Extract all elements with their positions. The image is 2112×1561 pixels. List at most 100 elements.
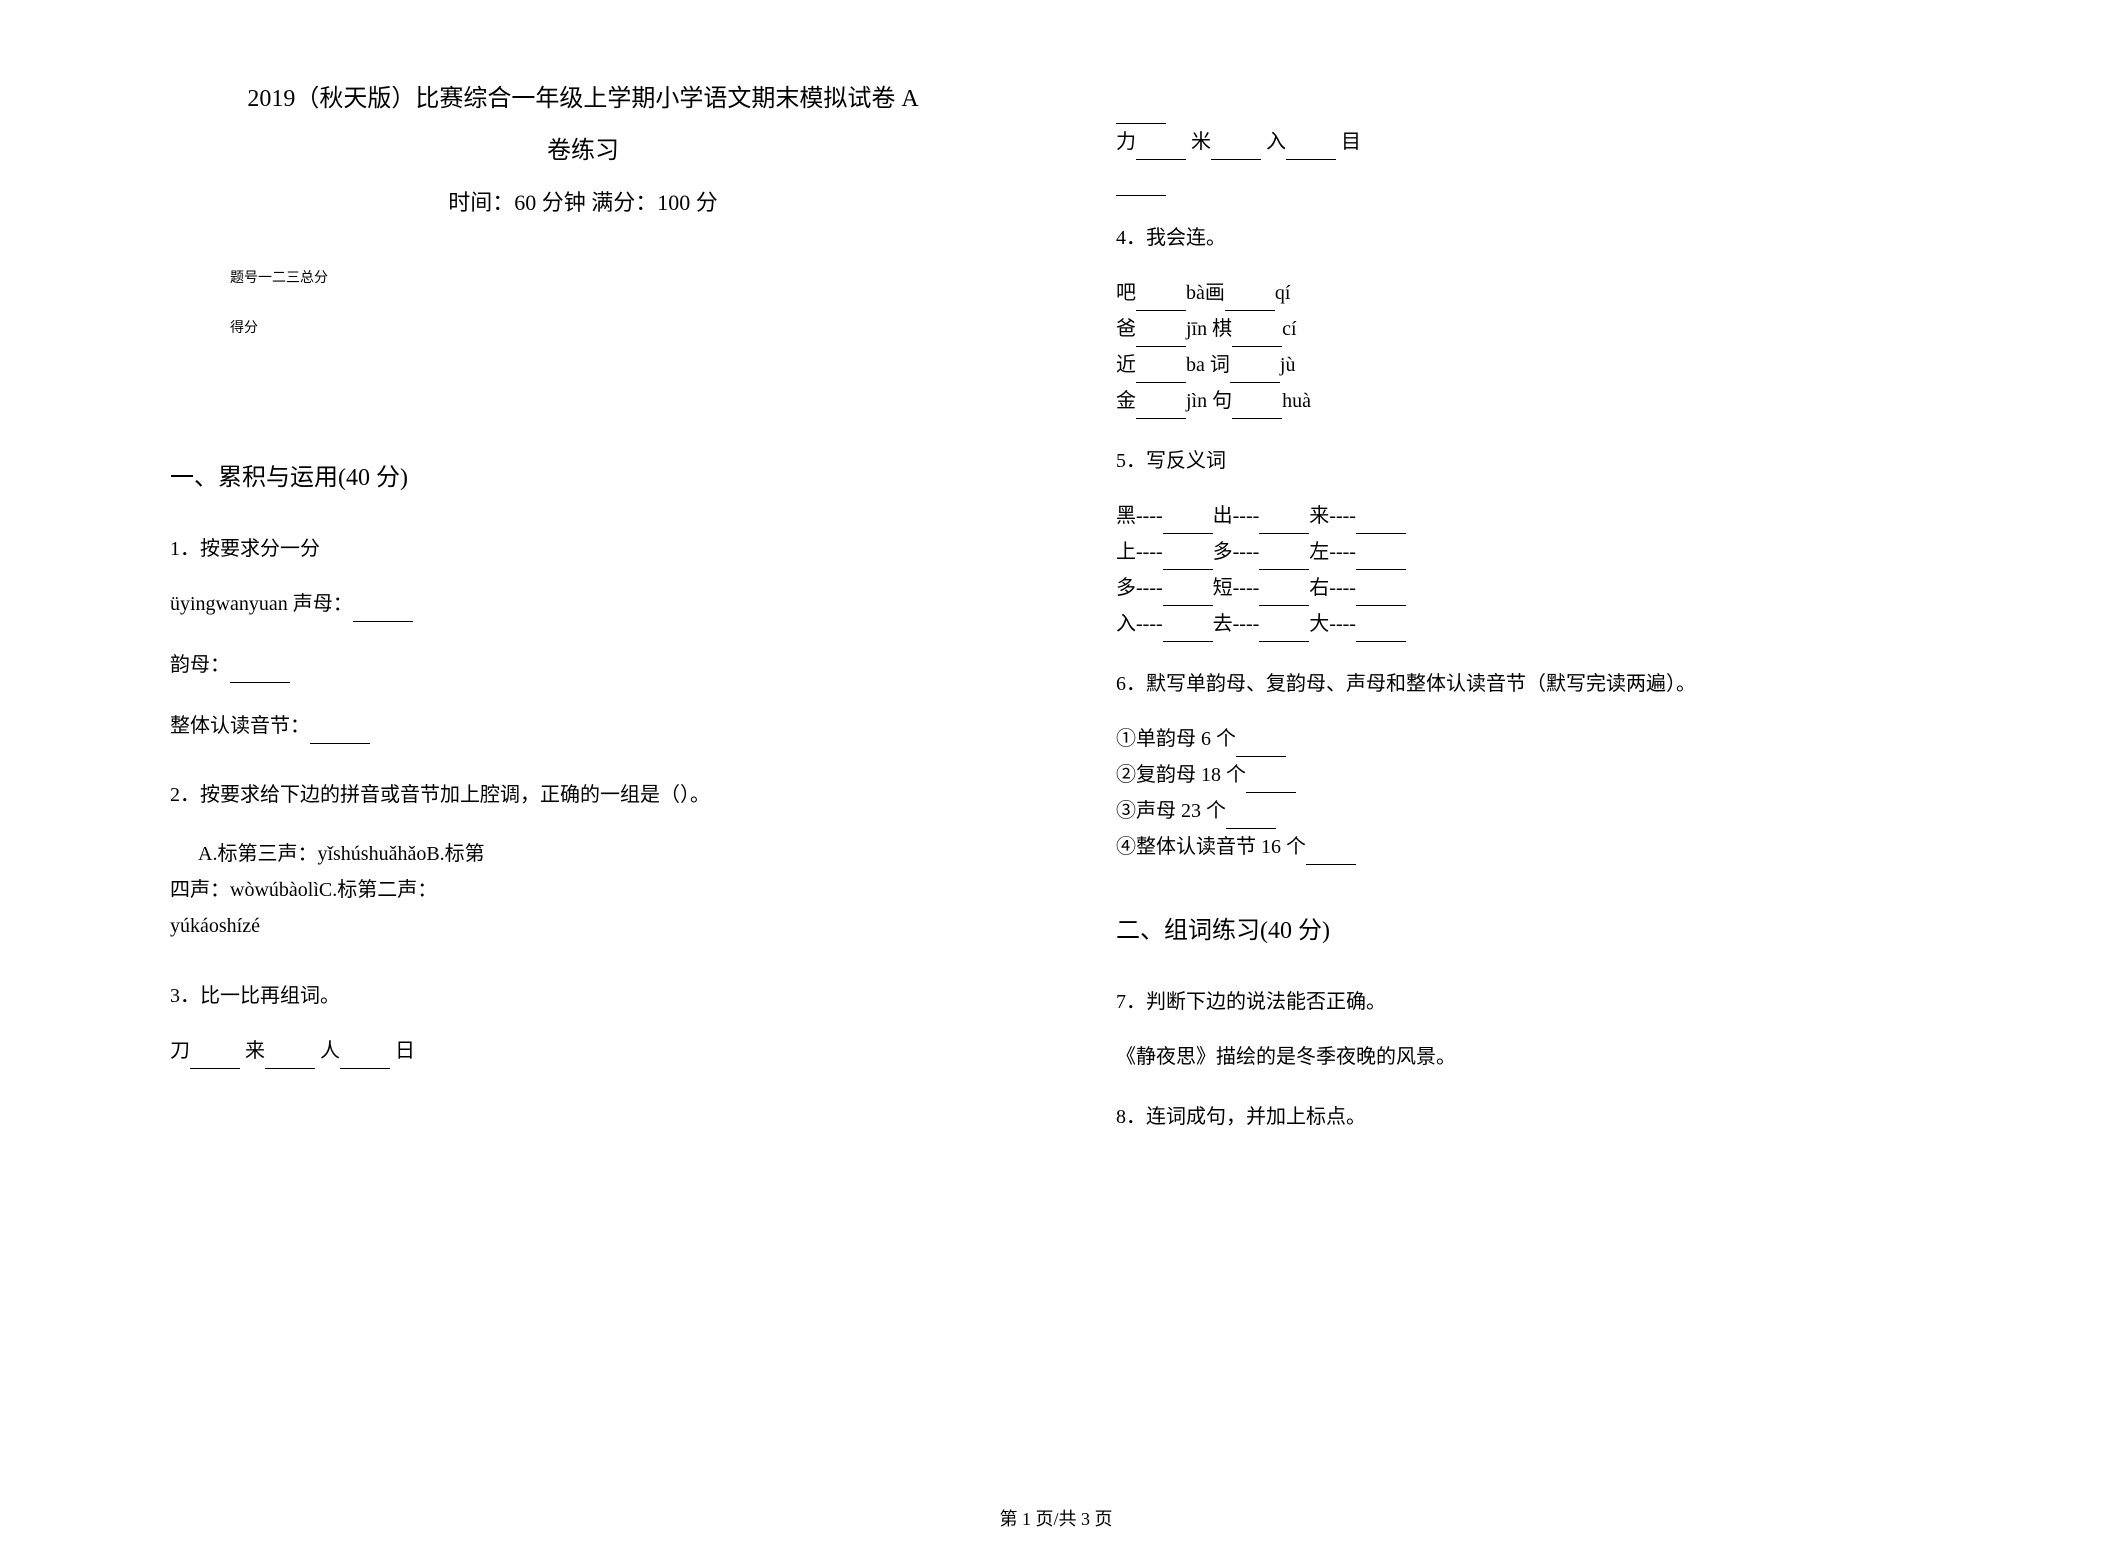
q5-row: 上---- 多---- 左---- xyxy=(1116,534,1942,570)
blank-field[interactable] xyxy=(1136,363,1186,383)
blank-field[interactable] xyxy=(1163,622,1213,642)
q1-shengmu-label: üyingwanyuan 声母： xyxy=(170,593,353,615)
left-column: 2019（秋天版）比赛综合一年级上学期小学语文期末模拟试卷 A 卷练习 时间：6… xyxy=(170,80,996,1154)
blank-field[interactable] xyxy=(1246,773,1296,793)
q4-row: 爸 jīn 棋 cí xyxy=(1116,311,1942,347)
blank-field[interactable] xyxy=(1356,622,1406,642)
q5-cell: 多---- xyxy=(1116,577,1163,599)
blank-field[interactable] xyxy=(1163,550,1213,570)
blank-field[interactable] xyxy=(1211,140,1261,160)
blank-field[interactable] xyxy=(1230,363,1280,383)
blank-field[interactable] xyxy=(340,1049,390,1069)
q3-char: 来 xyxy=(245,1040,265,1062)
blank-field[interactable] xyxy=(1356,586,1406,606)
q6-text: ①单韵母 6 个 xyxy=(1116,728,1236,750)
q6-item: ②复韵母 18 个 xyxy=(1116,757,1942,793)
blank-field[interactable] xyxy=(1286,140,1336,160)
blank-field[interactable] xyxy=(1136,327,1186,347)
score-label: 得分 xyxy=(230,317,996,337)
q5-cell: 入---- xyxy=(1116,613,1163,635)
blank-field[interactable] xyxy=(1236,737,1286,757)
q4-cell: ba 词 xyxy=(1186,354,1230,376)
q4-cell: jīn 棋 xyxy=(1186,318,1232,340)
q1-number: 1．按要求分一分 xyxy=(170,532,996,561)
q4-cell: 金 xyxy=(1116,390,1136,412)
q1-zhengti-label: 整体认读音节： xyxy=(170,715,310,737)
blank-field[interactable] xyxy=(1306,845,1356,865)
blank-field[interactable] xyxy=(310,724,370,744)
q3-row1: 刀 来 人 日 xyxy=(170,1033,996,1069)
q3-row1-cont xyxy=(1116,88,1942,124)
exam-title-line1: 2019（秋天版）比赛综合一年级上学期小学语文期末模拟试卷 A xyxy=(170,80,996,118)
q3-char: 力 xyxy=(1116,131,1136,153)
q4-number: 4．我会连。 xyxy=(1116,221,1942,250)
q5-cell: 短---- xyxy=(1213,577,1260,599)
blank-field[interactable] xyxy=(230,663,290,683)
q5-row: 入---- 去---- 大---- xyxy=(1116,606,1942,642)
blank-field[interactable] xyxy=(1232,399,1282,419)
time-score-info: 时间：60 分钟 满分：100 分 xyxy=(170,185,996,217)
q4-cell: 爸 xyxy=(1116,318,1136,340)
q4-cell: 吧 xyxy=(1116,282,1136,304)
blank-field[interactable] xyxy=(1356,550,1406,570)
blank-field[interactable] xyxy=(265,1049,315,1069)
score-table-header: 题号一二三总分 xyxy=(230,267,996,287)
q3-row2: 力 米 入 目 xyxy=(1116,124,1942,160)
q2-options: A.标第三声：yǐshúshuǎhǎoB.标第 四声：wòwúbàolìC.标第… xyxy=(198,836,996,944)
blank-field[interactable] xyxy=(1259,622,1309,642)
blank-field[interactable] xyxy=(1226,809,1276,829)
q6-item: ④整体认读音节 16 个 xyxy=(1116,829,1942,865)
blank-field[interactable] xyxy=(1116,176,1166,196)
q1-line3: 整体认读音节： xyxy=(170,708,996,744)
blank-field[interactable] xyxy=(1232,327,1282,347)
q4-row: 近ba 词jù xyxy=(1116,347,1942,383)
blank-field[interactable] xyxy=(1259,550,1309,570)
q5-cell: 左---- xyxy=(1309,541,1356,563)
blank-field[interactable] xyxy=(353,602,413,622)
right-column: 力 米 入 目 4．我会连。 吧bà画qí 爸jīn 棋cí 近ba 词jù 金… xyxy=(1116,88,1942,1154)
q1-line1: üyingwanyuan 声母： xyxy=(170,586,996,622)
q3-char: 刀 xyxy=(170,1040,190,1062)
blank-field[interactable] xyxy=(1259,514,1309,534)
blank-field[interactable] xyxy=(190,1049,240,1069)
blank-field[interactable] xyxy=(1116,104,1166,124)
q4-cell: jù xyxy=(1280,354,1296,376)
q3-number: 3．比一比再组词。 xyxy=(170,979,996,1008)
q5-cell: 多---- xyxy=(1213,541,1260,563)
q3-char: 人 xyxy=(320,1040,340,1062)
blank-field[interactable] xyxy=(1163,514,1213,534)
q3-char: 米 xyxy=(1191,131,1211,153)
q5-cell: 出---- xyxy=(1213,505,1260,527)
q3-char: 目 xyxy=(1341,131,1361,153)
blank-field[interactable] xyxy=(1136,291,1186,311)
blank-field[interactable] xyxy=(1356,514,1406,534)
q2-number: 2．按要求给下边的拼音或音节加上腔调，正确的一组是（）。 xyxy=(170,779,996,811)
q1-yunmu-label: 韵母： xyxy=(170,654,230,676)
q7-number: 7．判断下边的说法能否正确。 xyxy=(1116,985,1942,1014)
q1-line2: 韵母： xyxy=(170,647,996,683)
section2-title: 二、组词练习(40 分) xyxy=(1116,910,1942,945)
q6-text: ②复韵母 18 个 xyxy=(1116,764,1246,786)
q5-cell: 去---- xyxy=(1213,613,1260,635)
q4-row: 吧 bà画 qí xyxy=(1116,275,1942,311)
blank-field[interactable] xyxy=(1136,140,1186,160)
q5-cell: 黑---- xyxy=(1116,505,1163,527)
q5-cell: 大---- xyxy=(1309,613,1356,635)
q3-char: 入 xyxy=(1266,131,1286,153)
q6-item: ①单韵母 6 个 xyxy=(1116,721,1942,757)
blank-field[interactable] xyxy=(1259,586,1309,606)
q3-row2-cont xyxy=(1116,160,1942,196)
q4-cell: huà xyxy=(1282,390,1311,412)
blank-field[interactable] xyxy=(1163,586,1213,606)
q6-text: ③声母 23 个 xyxy=(1116,800,1226,822)
q5-cell: 右---- xyxy=(1309,577,1356,599)
q5-rows: 黑----出----来---- 上----多----左---- 多----短--… xyxy=(1116,498,1942,642)
q4-cell: cí xyxy=(1282,318,1296,340)
q5-cell: 上---- xyxy=(1116,541,1163,563)
blank-field[interactable] xyxy=(1225,291,1275,311)
q4-cell: qí xyxy=(1275,282,1291,304)
page-footer: 第 1 页/共 3 页 xyxy=(0,1505,2112,1531)
q4-cell: bà画 xyxy=(1186,282,1225,304)
q2-optA: A.标第三声：yǐshúshuǎhǎoB.标第 xyxy=(198,836,996,872)
blank-field[interactable] xyxy=(1136,399,1186,419)
